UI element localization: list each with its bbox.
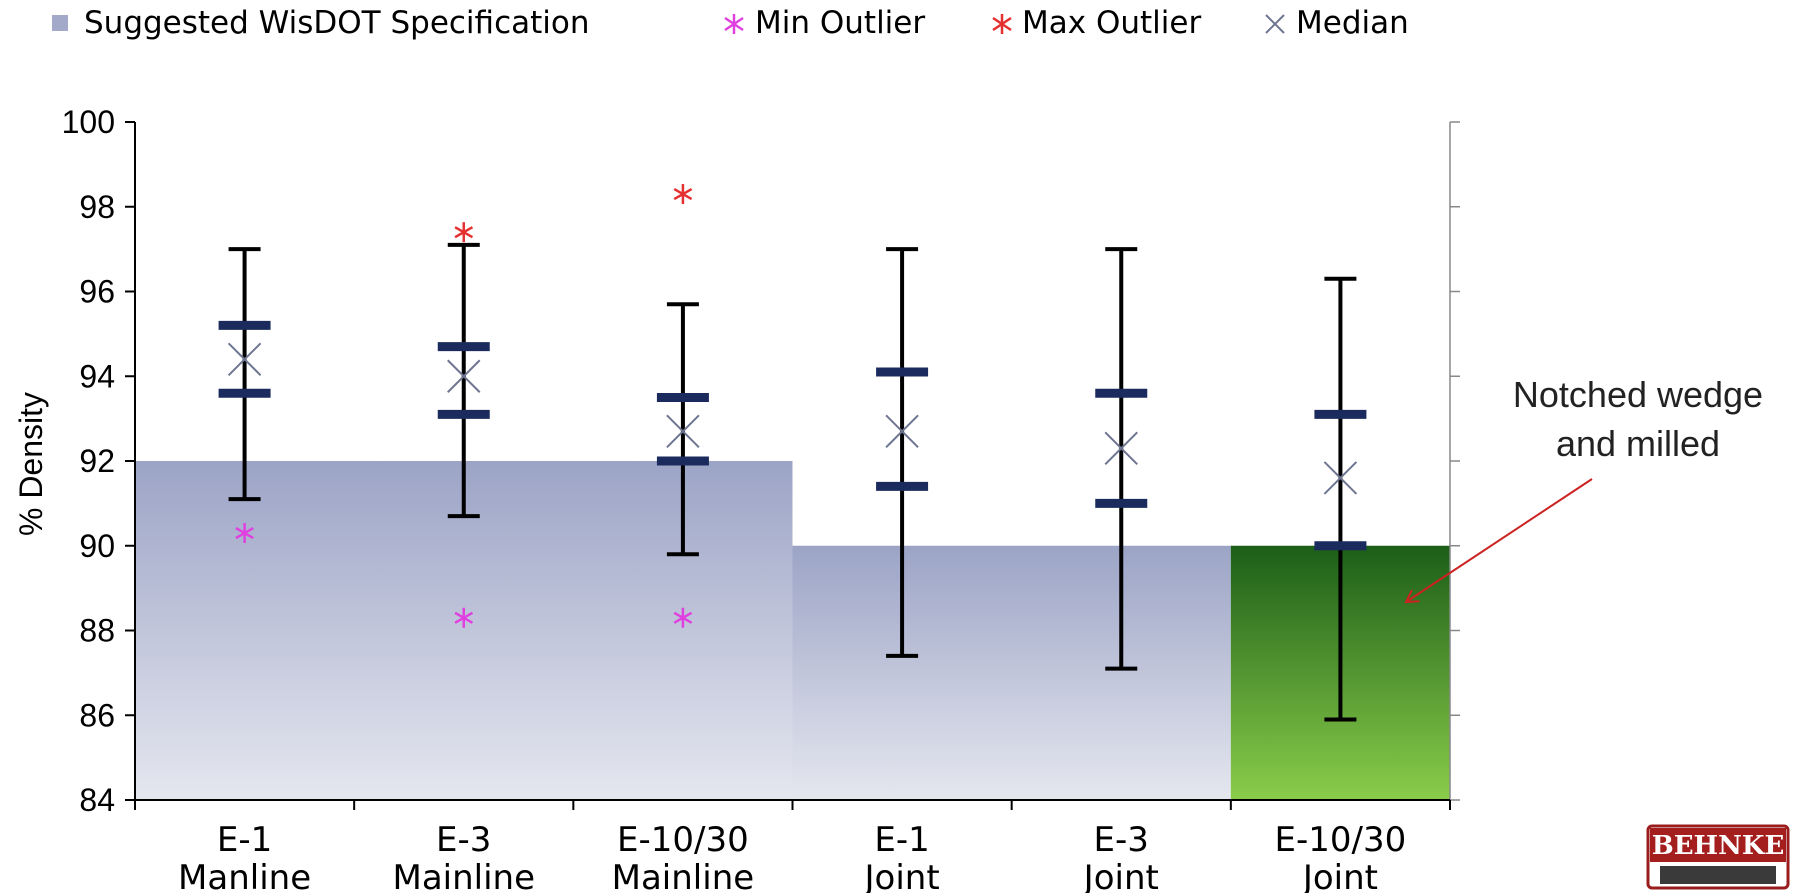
legend-max-outlier-label: Max Outlier — [1022, 5, 1201, 41]
x-tick-label-3-line1: E-10/30 — [617, 820, 749, 860]
legend-median-label: Median — [1296, 5, 1409, 41]
x-tick-label-5-line2: Joint — [1082, 858, 1159, 893]
y-tick-label-98: 98 — [79, 189, 115, 225]
y-tick-label-100: 100 — [62, 104, 115, 140]
legend-item-spec: Suggested WisDOT Specification — [52, 5, 590, 41]
y-tick-label-94: 94 — [79, 358, 115, 394]
y-tick-label-86: 86 — [79, 697, 115, 733]
annotation-arrow — [1406, 479, 1592, 602]
max-outlier-3 — [674, 184, 691, 204]
max-outlier-2 — [455, 222, 472, 242]
legend: Suggested WisDOT Specification Min Outli… — [52, 5, 1409, 41]
logo-base — [1660, 866, 1776, 884]
legend-spec-swatch — [52, 15, 68, 31]
x-tick-label-3-line2: Mainline — [612, 858, 755, 893]
legend-item-max-outlier: Max Outlier — [993, 5, 1201, 41]
x-tick-label-1-line1: E-1 — [217, 820, 272, 860]
y-tick-label-88: 88 — [79, 613, 115, 649]
x-tick-label-2-line2: Mainline — [392, 858, 535, 893]
y-tick-label-84: 84 — [79, 782, 115, 818]
x-tick-label-4-line1: E-1 — [874, 820, 929, 860]
legend-item-min-outlier: Min Outlier — [725, 5, 925, 41]
y-tick-label-90: 90 — [79, 528, 115, 564]
legend-max-outlier-marker — [993, 14, 1011, 34]
legend-min-outlier-label: Min Outlier — [755, 5, 925, 41]
x-tick-label-6-line1: E-10/30 — [1275, 820, 1407, 860]
annotation: Notched wedge and milled — [1406, 374, 1763, 602]
x-tick-label-4-line2: Joint — [863, 858, 940, 893]
legend-median-marker — [1266, 15, 1284, 33]
x-tick-label-1-line2: Manline — [178, 858, 311, 893]
x-tick-label-6-line2: Joint — [1301, 858, 1378, 893]
annotation-line-2: and milled — [1556, 423, 1720, 464]
y-tick-label-96: 96 — [79, 274, 115, 310]
spec-band-2 — [793, 546, 1231, 800]
y-axis-title: % Density — [13, 392, 49, 536]
legend-spec-label: Suggested WisDOT Specification — [84, 5, 590, 41]
behnke-logo: BEHNKE — [1648, 826, 1788, 888]
legend-min-outlier-marker — [725, 14, 743, 34]
logo-text: BEHNKE — [1652, 831, 1785, 861]
spec-band-layer — [135, 461, 1450, 800]
x-tick-label-2-line1: E-3 — [436, 820, 491, 860]
legend-item-median: Median — [1266, 5, 1409, 41]
x-tick-label-5-line1: E-3 — [1094, 820, 1149, 860]
y-tick-label-92: 92 — [79, 443, 115, 479]
annotation-line-1: Notched wedge — [1513, 374, 1763, 415]
